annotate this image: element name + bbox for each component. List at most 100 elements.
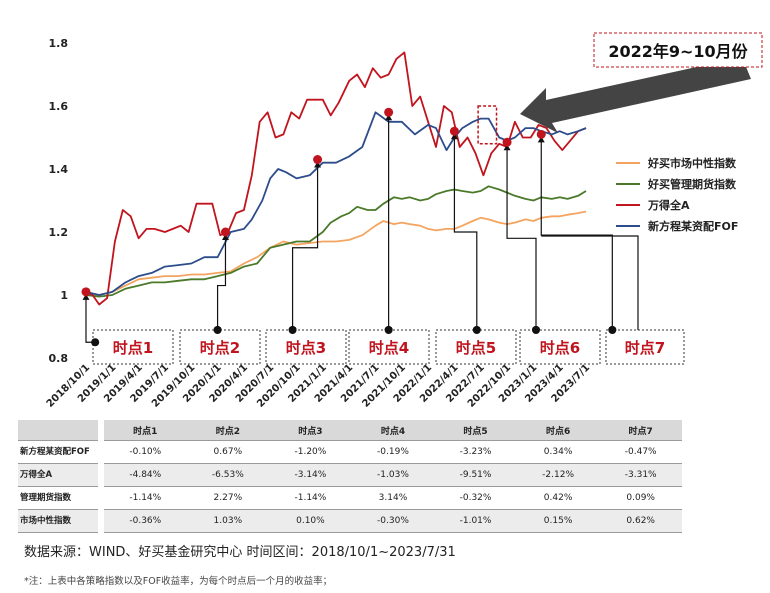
callout-arrowhead <box>314 161 322 168</box>
callout-connector <box>540 141 613 330</box>
callout-connector <box>291 166 319 330</box>
table-header-row: 时点1 时点2 时点3 时点4 时点5 时点6 时点7 <box>18 420 682 441</box>
table-cell: 0.34% <box>516 440 600 464</box>
event-marker <box>449 126 459 136</box>
time-label-box <box>92 329 174 365</box>
time-label: 时点3 <box>286 339 326 357</box>
callout-anchor-dot <box>91 338 100 347</box>
series-line <box>86 210 587 296</box>
table-cell: -0.30% <box>351 509 435 533</box>
callout-anchor-dot <box>532 326 540 334</box>
event-marker <box>536 129 546 139</box>
time-label: 时点4 <box>369 339 409 357</box>
table-cell: -0.32% <box>434 486 517 510</box>
y-tick-label: 1.2 <box>49 226 69 239</box>
callout-arrowhead <box>450 133 458 140</box>
time-label-box <box>605 329 685 365</box>
callout-anchor-dot <box>213 326 222 334</box>
callout-anchor-dot <box>472 326 481 334</box>
table-gap <box>98 440 104 464</box>
table-header-cell: 时点6 <box>516 420 600 441</box>
series-lines <box>85 51 587 306</box>
table-cell: -9.51% <box>434 463 517 487</box>
table-cell: -0.19% <box>351 440 435 464</box>
table-row: 万得全A -4.84% -6.53% -3.14% -1.03% -9.51% … <box>18 463 682 487</box>
time-label: 时点2 <box>200 339 240 357</box>
y-tick-label: 1.8 <box>49 37 69 50</box>
time-label: 时点5 <box>456 339 496 357</box>
time-label: 时点6 <box>540 339 580 357</box>
table-cell: -1.14% <box>104 486 187 510</box>
time-label-box <box>519 329 601 365</box>
callout-connector <box>453 138 478 330</box>
source-text: 数据来源：WIND、好买基金研究中心 时间区间：2018/10/1~2023/7… <box>24 545 456 560</box>
table-cell: 0.10% <box>269 509 352 533</box>
y-axis: 0.8 1 1.2 1.4 1.6 1.8 <box>49 37 69 365</box>
time-label-box <box>348 329 430 365</box>
callout-arrowhead <box>503 144 511 151</box>
time-label: 时点7 <box>625 339 665 357</box>
table-cell: -3.23% <box>434 440 517 464</box>
table-header-cell: 时点2 <box>186 420 270 441</box>
table-cell: -1.03% <box>351 463 435 487</box>
table-header-cell: 时点1 <box>104 420 187 441</box>
row-label: 新方程某资配FOF <box>18 440 98 464</box>
time-point-callouts: 时点1 时点2 时点3 时点4 时点5 时点6 时点7 <box>81 107 685 365</box>
table-cell: -1.20% <box>269 440 352 464</box>
event-marker <box>81 287 91 297</box>
series-line <box>85 185 587 298</box>
callout-arrowhead <box>221 234 229 240</box>
y-tick-label: 0.8 <box>49 352 69 365</box>
y-tick-label: 1.4 <box>49 163 69 176</box>
highlight-box <box>477 105 498 145</box>
table-header-cell: 时点4 <box>351 420 435 441</box>
table-cell: 1.03% <box>186 509 270 533</box>
time-label: 时点1 <box>113 339 153 357</box>
table-header-cell: 时点7 <box>599 420 682 441</box>
table-gap <box>98 509 104 533</box>
table-cell: -3.31% <box>599 463 682 487</box>
returns-table: 时点1 时点2 时点3 时点4 时点5 时点6 时点7 新方程某资配FOF -0… <box>18 420 682 533</box>
table-cell: 0.42% <box>516 486 600 510</box>
row-label: 市场中性指数 <box>18 509 98 533</box>
row-label: 管理期货指数 <box>18 486 98 510</box>
callout-arrowhead <box>537 136 545 143</box>
table-header-cell: 时点5 <box>434 420 517 441</box>
table-cell: 0.15% <box>516 509 600 533</box>
callout-arrowhead <box>385 114 393 121</box>
event-marker <box>313 155 323 165</box>
table-gap <box>98 486 104 510</box>
table-cell: -1.01% <box>434 509 517 533</box>
highlight-annotation: 2022年9~10月份 <box>477 32 763 145</box>
table-gap <box>98 420 104 441</box>
table-cell: 3.14% <box>351 486 435 510</box>
callout-connector <box>541 235 639 330</box>
y-tick-label: 1.6 <box>49 100 69 113</box>
x-axis: 2018/10/12019/1/12019/4/12019/7/12019/10… <box>45 362 592 409</box>
callout-anchor-dot <box>608 326 617 334</box>
row-label: 万得全A <box>18 463 98 487</box>
table-cell: -0.36% <box>104 509 187 533</box>
highlight-arrow <box>520 57 751 133</box>
table-cell: -0.10% <box>104 440 187 464</box>
table-cell: -4.84% <box>104 463 187 487</box>
highlight-label: 2022年9~10月份 <box>608 42 748 61</box>
callout-connector <box>216 239 227 330</box>
table-row: 市场中性指数 -0.36% 1.03% 0.10% -0.30% -1.01% … <box>18 509 682 533</box>
table-cell: 0.67% <box>186 440 270 464</box>
callout-arrowhead <box>82 293 90 300</box>
legend-label: 万得全A <box>647 198 690 212</box>
table-gap <box>98 463 104 487</box>
event-marker <box>502 137 512 147</box>
table-cell: 0.62% <box>599 509 682 533</box>
table-cell: 0.09% <box>599 486 682 510</box>
table-header-corner <box>18 420 98 441</box>
table-row: 管理期货指数 -1.14% 2.27% -1.14% 3.14% -0.32% … <box>18 486 682 510</box>
legend-label: 好买管理期货指数 <box>647 177 737 191</box>
y-tick-label: 1 <box>60 289 68 302</box>
footnote: *注：上表中各策略指数以及FOF收益率，为每个时点后一个月的收益率； <box>24 576 333 587</box>
table-cell: -0.47% <box>599 440 682 464</box>
table-row: 新方程某资配FOF -0.10% 0.67% -1.20% -0.19% -3.… <box>18 440 682 464</box>
time-label-box <box>179 329 261 365</box>
